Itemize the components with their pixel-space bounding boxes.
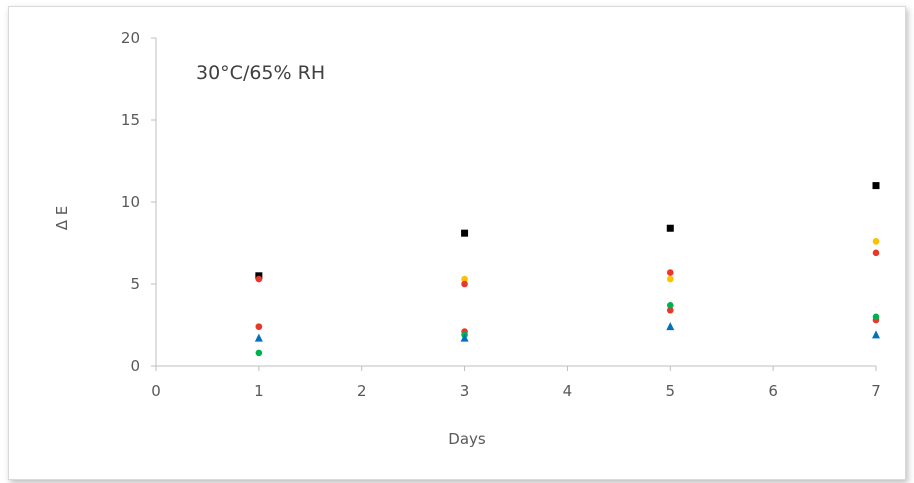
y-tick-label: 20 (121, 29, 140, 47)
axes (151, 37, 877, 371)
data-point-series-3 (872, 249, 880, 257)
chart-annotation: 30°C/65% RH (196, 62, 325, 84)
data-points (254, 182, 880, 357)
chart-frame (8, 6, 906, 480)
data-point-series-2 (872, 238, 880, 245)
data-point-series-6 (254, 333, 263, 342)
data-point-series-4 (255, 323, 263, 330)
x-tick-label: 5 (666, 382, 676, 400)
x-tick-label: 2 (357, 382, 367, 400)
data-point-series-2 (461, 275, 468, 283)
data-point-series-3 (255, 275, 263, 283)
data-point-series-3 (666, 269, 674, 276)
x-tick-label: 0 (151, 382, 161, 400)
x-axis-label: Days (448, 430, 486, 448)
data-point-series-1 (666, 224, 674, 232)
data-point-series-6 (666, 322, 675, 331)
data-point-series-1 (461, 229, 469, 237)
y-tick-label: 10 (121, 193, 140, 211)
data-point-series-6 (460, 333, 469, 342)
y-tick-label: 5 (130, 275, 140, 293)
x-tick-label: 4 (563, 382, 573, 400)
data-point-series-4 (666, 306, 674, 314)
y-tick-label: 15 (121, 111, 140, 129)
y-axis-label: Δ E (53, 206, 71, 231)
data-point-series-6 (872, 330, 880, 339)
tick-labels: 0 5 10 15 20 0 1 2 3 4 5 6 7 (121, 29, 881, 400)
data-point-series-3 (461, 280, 468, 288)
data-point-series-5 (872, 313, 880, 321)
x-tick-label: 7 (871, 382, 881, 400)
x-tick-label: 6 (768, 382, 778, 400)
data-point-series-5 (666, 302, 674, 309)
data-point-series-1 (872, 182, 880, 190)
x-tick-label: 3 (460, 382, 470, 400)
x-tick-label: 1 (254, 382, 264, 400)
y-tick-label: 0 (130, 357, 140, 375)
data-point-series-2 (666, 275, 674, 283)
data-point-series-5 (255, 349, 263, 357)
